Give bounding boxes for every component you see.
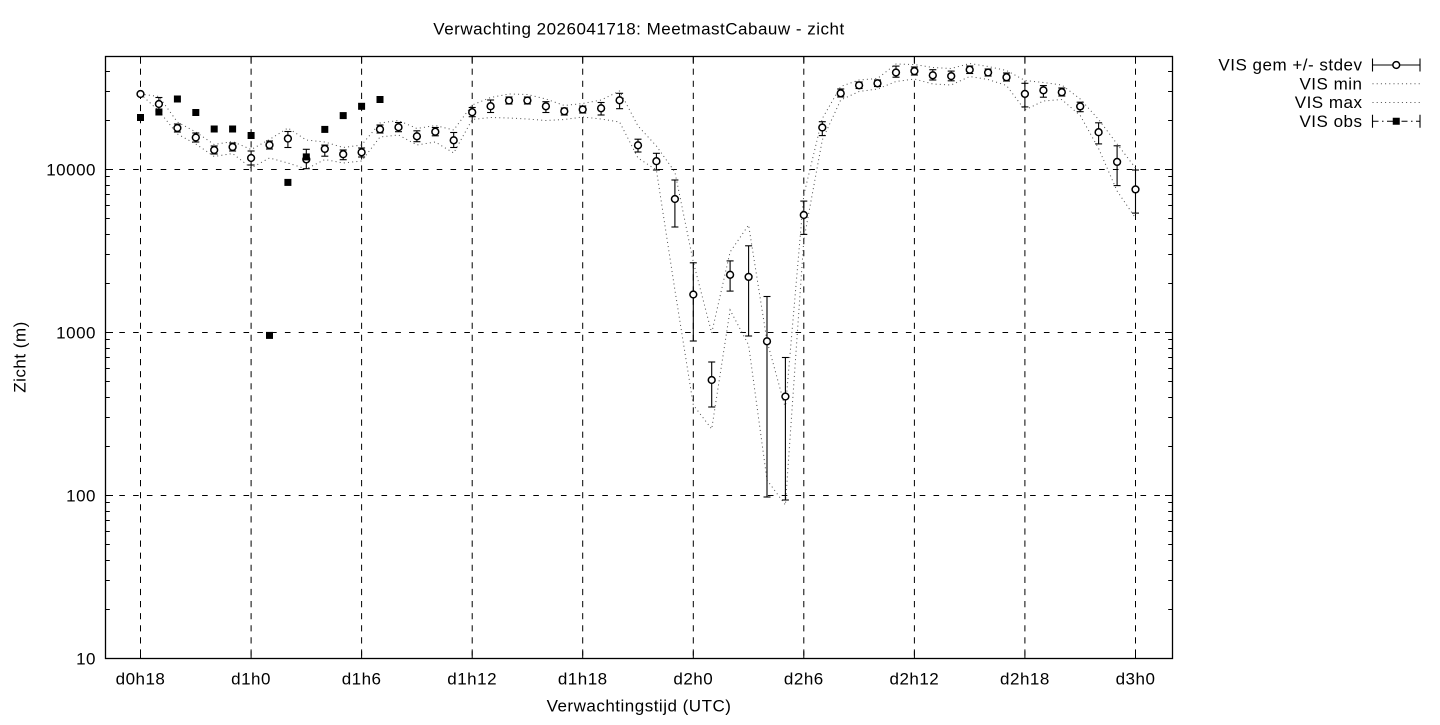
svg-text:d2h18: d2h18 <box>1000 670 1050 689</box>
svg-text:10: 10 <box>76 650 96 669</box>
svg-text:d0h18: d0h18 <box>116 670 166 689</box>
svg-text:Zicht (m): Zicht (m) <box>11 321 30 393</box>
svg-text:d1h18: d1h18 <box>558 670 608 689</box>
svg-text:d3h0: d3h0 <box>1116 670 1156 689</box>
svg-text:d1h12: d1h12 <box>447 670 497 689</box>
svg-text:d1h6: d1h6 <box>342 670 382 689</box>
svg-text:Verwachtingstijd (UTC): Verwachtingstijd (UTC) <box>547 697 732 716</box>
svg-text:100: 100 <box>66 487 96 506</box>
svg-text:VIS min: VIS min <box>1299 74 1362 93</box>
svg-text:VIS gem +/- stdev: VIS gem +/- stdev <box>1218 56 1362 75</box>
svg-text:10000: 10000 <box>46 161 96 180</box>
svg-text:d2h12: d2h12 <box>889 670 939 689</box>
svg-text:VIS obs: VIS obs <box>1299 112 1362 131</box>
svg-text:Verwachting 2026041718: Meetma: Verwachting 2026041718: MeetmastCabauw -… <box>433 19 844 38</box>
svg-text:d2h6: d2h6 <box>784 670 824 689</box>
svg-text:d2h0: d2h0 <box>673 670 713 689</box>
svg-text:VIS max: VIS max <box>1295 93 1363 112</box>
svg-text:d1h0: d1h0 <box>231 670 271 689</box>
svg-text:1000: 1000 <box>56 324 96 343</box>
